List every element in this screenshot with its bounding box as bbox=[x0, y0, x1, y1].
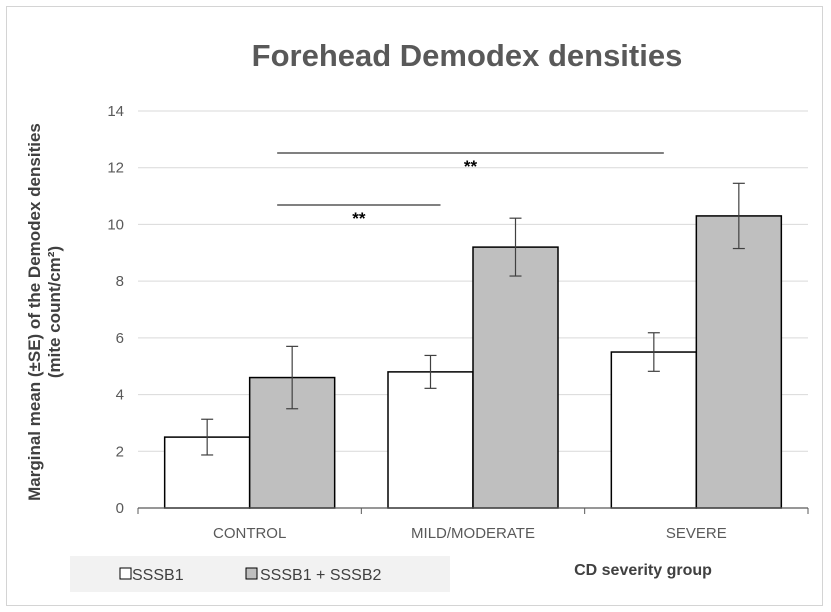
legend: SSSB1 SSSB1 + SSSB2 bbox=[70, 556, 450, 592]
y-tick-label: 2 bbox=[116, 443, 124, 460]
bar-sssb1-sssb2-mild-moderate bbox=[472, 246, 559, 509]
error-bars bbox=[201, 182, 745, 456]
bar-sssb1-sssb2-severe bbox=[695, 215, 783, 509]
y-axis-label: Marginal mean (±SE) of the Demodex densi… bbox=[25, 123, 64, 501]
significance-markers: ** ** bbox=[277, 152, 664, 228]
significance-label: ** bbox=[352, 209, 366, 228]
y-tick-label: 0 bbox=[116, 500, 124, 517]
y-axis-label-line2: (mite count/cm²) bbox=[45, 246, 64, 378]
legend-label-sssb1-sssb2: SSSB1 + SSSB2 bbox=[260, 567, 382, 584]
x-axis-categories: CONTROL MILD/MODERATE SEVERE bbox=[213, 525, 727, 542]
y-tick-label: 12 bbox=[107, 160, 124, 177]
x-axis bbox=[137, 507, 809, 514]
chart-title: Forehead Demodex densities bbox=[252, 38, 683, 73]
bars bbox=[163, 215, 783, 509]
y-tick-label: 10 bbox=[107, 216, 124, 233]
x-category-label: MILD/MODERATE bbox=[411, 525, 535, 542]
x-category-label: CONTROL bbox=[213, 525, 286, 542]
legend-swatch-sssb1 bbox=[119, 567, 132, 580]
legend-label-sssb1: SSSB1 bbox=[132, 567, 184, 584]
y-tick-label: 6 bbox=[116, 330, 124, 347]
y-tick-label: 14 bbox=[107, 103, 124, 120]
bar-sssb1-severe bbox=[610, 351, 698, 509]
x-category-label: SEVERE bbox=[666, 525, 727, 542]
significance-label: ** bbox=[464, 157, 478, 176]
y-axis-label-line1: Marginal mean (±SE) of the Demodex densi… bbox=[25, 123, 44, 501]
y-axis-ticks: 0 2 4 6 8 10 12 14 bbox=[107, 103, 124, 517]
x-axis-label: CD severity group bbox=[574, 562, 712, 579]
y-tick-label: 4 bbox=[116, 387, 124, 404]
y-tick-label: 8 bbox=[116, 273, 124, 290]
legend-swatch-sssb1-sssb2 bbox=[245, 567, 258, 580]
bar-sssb1-mild-moderate bbox=[387, 371, 474, 509]
